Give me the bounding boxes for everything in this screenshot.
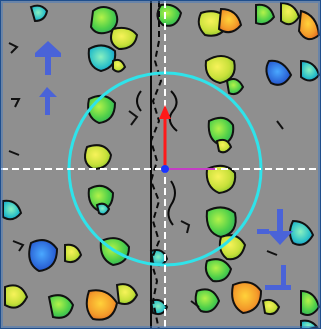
direction-arrows bbox=[35, 41, 293, 290]
contour-fragments bbox=[8, 42, 284, 308]
arrow-up-icon bbox=[39, 87, 57, 115]
arrow-left-icon bbox=[257, 229, 269, 234]
arrow-down-icon bbox=[267, 209, 293, 245]
central-filament bbox=[136, 1, 178, 328]
axis-gizmo[interactable] bbox=[159, 105, 215, 173]
arrow-down-icon bbox=[265, 265, 291, 290]
gizmo-origin[interactable] bbox=[161, 165, 169, 173]
y-axis-arrowhead-icon bbox=[159, 105, 171, 119]
arrow-up-icon bbox=[35, 41, 61, 75]
